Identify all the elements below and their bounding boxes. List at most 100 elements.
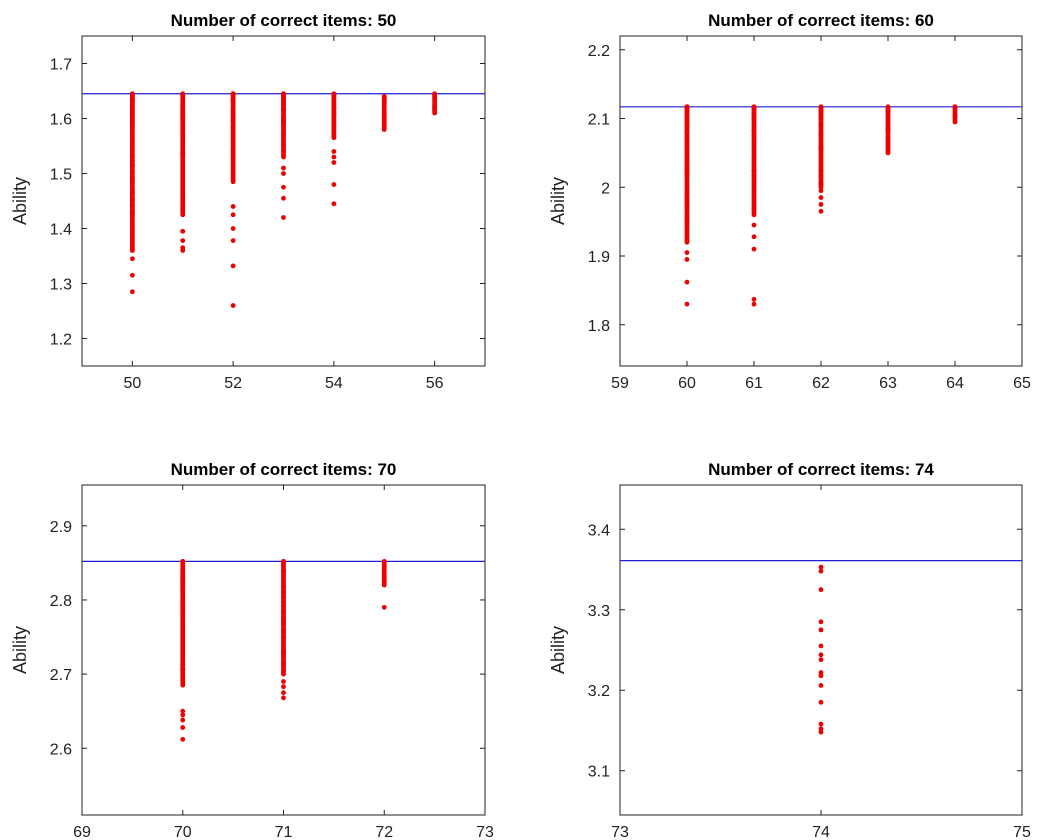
y-tick-label: 1.9 xyxy=(588,249,610,266)
data-point xyxy=(180,568,186,573)
y-tick-label: 2.7 xyxy=(50,667,72,684)
x-tick-label: 73 xyxy=(476,824,494,840)
y-tick-label: 1.4 xyxy=(50,222,72,239)
data-point xyxy=(432,94,438,100)
data-point xyxy=(230,91,236,97)
y-tick-label: 1.6 xyxy=(50,112,72,129)
data-point xyxy=(230,303,236,308)
data-point xyxy=(331,124,337,129)
data-point xyxy=(180,205,186,211)
data-point xyxy=(129,246,135,252)
data-point xyxy=(818,114,824,120)
data-point xyxy=(180,619,186,625)
data-point xyxy=(818,726,824,732)
data-point xyxy=(129,210,135,216)
data-point xyxy=(751,129,757,134)
data-point xyxy=(281,195,286,201)
data-point xyxy=(129,120,135,125)
data-point xyxy=(331,149,337,154)
data-point xyxy=(180,245,186,251)
x-tick-label: 69 xyxy=(73,824,91,840)
y-tick-label: 1.5 xyxy=(50,167,72,184)
data-point xyxy=(684,148,690,154)
data-point xyxy=(684,257,690,262)
data-point xyxy=(281,594,286,600)
chart-title: Number of correct items: 70 xyxy=(171,460,397,479)
data-point xyxy=(818,109,824,115)
y-tick-label: 2.8 xyxy=(50,593,72,610)
x-tick-label: 52 xyxy=(224,375,242,392)
data-point xyxy=(180,580,186,586)
x-tick-label: 70 xyxy=(174,824,192,840)
data-point xyxy=(684,106,690,112)
data-point xyxy=(885,105,891,111)
data-point xyxy=(331,134,337,140)
x-tick-label: 63 xyxy=(879,375,897,392)
data-point xyxy=(129,196,135,202)
chart-title: Number of correct items: 50 xyxy=(171,11,397,30)
y-tick-label: 3.3 xyxy=(588,603,610,620)
data-point xyxy=(230,148,236,153)
data-point xyxy=(180,99,186,104)
data-point xyxy=(230,124,236,130)
data-point xyxy=(281,215,286,220)
data-point xyxy=(281,583,286,589)
data-point xyxy=(180,122,186,127)
data-point xyxy=(281,690,286,696)
y-tick-label: 2.9 xyxy=(50,519,72,536)
x-tick-label: 50 xyxy=(123,375,141,392)
data-point xyxy=(751,110,757,116)
y-axis-label: Ability xyxy=(548,626,568,674)
data-point xyxy=(818,122,824,128)
data-point xyxy=(129,289,135,295)
x-tick-label: 74 xyxy=(812,824,830,840)
data-point xyxy=(180,133,186,139)
data-point xyxy=(751,301,757,307)
data-point xyxy=(818,699,824,705)
data-point xyxy=(180,150,186,156)
data-point xyxy=(180,602,186,607)
y-tick-label: 1.2 xyxy=(50,332,72,349)
y-tick-label: 3.1 xyxy=(588,764,610,781)
data-point xyxy=(129,112,135,118)
data-point xyxy=(381,100,387,106)
data-point xyxy=(180,126,186,131)
data-point xyxy=(684,279,690,285)
data-point xyxy=(331,102,337,107)
y-tick-label: 2.2 xyxy=(588,43,610,60)
data-point xyxy=(684,136,690,142)
data-point xyxy=(331,92,337,98)
chart-title: Number of correct items: 60 xyxy=(708,11,934,30)
subplot-4: Number of correct items: 74 Ability 73 74 75… xyxy=(548,460,1031,840)
data-point xyxy=(331,112,337,118)
data-point xyxy=(684,250,690,255)
x-tick-label: 64 xyxy=(946,375,964,392)
data-point xyxy=(281,590,286,595)
data-point xyxy=(180,160,186,165)
data-point xyxy=(751,205,757,211)
y-tick-label: 2.6 xyxy=(50,741,72,758)
data-point xyxy=(818,147,824,153)
data-point xyxy=(818,173,824,179)
data-point xyxy=(684,239,690,244)
data-point xyxy=(684,196,690,202)
data-point xyxy=(180,717,186,723)
data-point xyxy=(818,652,824,658)
data-point xyxy=(230,114,236,120)
data-point xyxy=(180,676,186,682)
data-point xyxy=(751,157,757,163)
data-point xyxy=(180,178,186,183)
data-point xyxy=(281,660,286,666)
data-point xyxy=(281,628,286,633)
data-point xyxy=(885,125,891,131)
plot-frame xyxy=(619,484,1023,816)
data-point xyxy=(129,95,135,101)
data-point xyxy=(180,589,186,594)
data-point xyxy=(281,132,286,138)
data-point xyxy=(952,113,958,119)
data-point xyxy=(331,182,337,187)
data-point xyxy=(281,171,286,176)
y-tick-label: 1.7 xyxy=(50,57,72,74)
data-point xyxy=(751,296,757,302)
y-axis-label: Ability xyxy=(10,177,30,225)
